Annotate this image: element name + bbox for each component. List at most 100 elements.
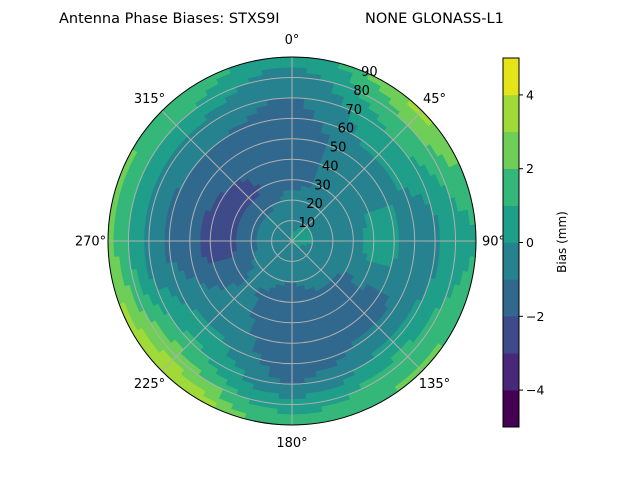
contour-cell	[287, 292, 292, 297]
contour-cell	[286, 307, 292, 312]
contour-cell	[292, 277, 296, 282]
contour-cell	[292, 394, 306, 400]
contour-cell	[419, 229, 425, 241]
contour-cell	[284, 149, 292, 154]
contour-cell	[284, 322, 292, 327]
contour-cell	[174, 241, 180, 251]
contour-cell	[348, 241, 353, 246]
contour-cell	[353, 241, 358, 247]
contour-cell	[292, 292, 297, 297]
contour-cell	[292, 139, 301, 144]
contour-cell	[277, 409, 292, 415]
contour-cell	[399, 241, 405, 251]
contour-cell	[389, 241, 394, 250]
contour-cell	[404, 231, 410, 241]
contour-cell	[292, 67, 307, 73]
theta-tick-label: 180°	[276, 436, 307, 451]
contour-cell	[174, 231, 180, 241]
contour-cell	[292, 338, 301, 343]
theta-tick-label: 45°	[423, 92, 446, 107]
contour-cell	[288, 200, 292, 205]
contour-cell	[292, 129, 302, 135]
contour-cell	[292, 180, 297, 185]
contour-cell	[220, 241, 225, 247]
contour-cell	[180, 231, 186, 241]
contour-cell	[286, 175, 292, 180]
contour-cell	[205, 233, 210, 241]
contour-cell	[292, 154, 300, 159]
contour-cell	[404, 241, 410, 251]
contour-cell	[424, 229, 430, 241]
contour-cell	[231, 236, 236, 241]
contour-cell	[284, 333, 292, 338]
contour-cell	[159, 229, 165, 241]
contour-cell	[358, 241, 363, 247]
contour-cell	[379, 233, 384, 241]
contour-cell	[292, 302, 298, 307]
colorbar: 420−2−4	[503, 58, 544, 427]
contour-cell	[460, 226, 466, 241]
chart-title: Antenna Phase Biases: STXS9I	[59, 11, 280, 27]
theta-tick-label: 270°	[75, 235, 106, 250]
contour-cell	[280, 373, 292, 379]
colorbar-segment	[503, 58, 519, 95]
contour-cell	[282, 123, 292, 129]
colorbar-segment	[503, 353, 519, 390]
contour-cell	[419, 241, 425, 253]
polar-grid	[108, 57, 476, 425]
contour-cell	[200, 233, 205, 241]
r-tick-label: 70	[345, 103, 362, 118]
contour-cell	[292, 389, 305, 395]
contour-cell	[384, 233, 389, 241]
contour-cell	[399, 231, 405, 241]
r-tick-label: 80	[353, 84, 370, 99]
contour-cell	[226, 235, 231, 241]
contour-cell	[358, 235, 363, 241]
theta-tick-label: 135°	[419, 377, 450, 392]
contour-cell	[226, 241, 231, 247]
contour-cell	[282, 353, 292, 359]
contour-cell	[363, 234, 368, 241]
contour-cell	[292, 88, 305, 94]
theta-tick-label: 90°	[482, 235, 505, 250]
contour-cell	[282, 185, 287, 191]
colorbar-segment	[503, 243, 519, 280]
contour-cell	[292, 287, 296, 292]
colorbar-segment	[503, 279, 519, 316]
contour-cell	[292, 83, 306, 89]
contour-cell	[118, 226, 124, 241]
contour-cell	[285, 164, 292, 169]
r-tick-label: 30	[314, 178, 331, 193]
contour-cell	[279, 88, 292, 94]
contour-cell	[287, 297, 292, 302]
contour-cell	[368, 241, 373, 248]
contour-cell	[343, 236, 348, 241]
contour-cell	[286, 302, 292, 307]
contour-cell	[333, 237, 338, 241]
contour-cell	[236, 245, 242, 250]
contour-cell	[286, 169, 292, 174]
contour-cell	[139, 241, 145, 254]
contour-cell	[389, 232, 394, 241]
colorbar-tick-label: 0	[526, 235, 534, 250]
contour-cell	[287, 185, 292, 190]
contour-cell	[292, 282, 296, 287]
contour-cell	[353, 235, 358, 241]
contour-cell	[287, 180, 292, 185]
contour-cell	[190, 241, 195, 250]
colorbar-segment	[503, 95, 519, 132]
contour-cell	[200, 241, 205, 249]
contour-cell	[292, 123, 302, 129]
contour-cell	[379, 241, 384, 249]
contour-cell	[440, 241, 446, 254]
contour-cell	[279, 389, 292, 395]
contour-cell	[445, 227, 451, 241]
contour-cell	[280, 368, 292, 374]
contour-cell	[134, 227, 140, 241]
contour-cell	[284, 154, 292, 159]
contour-cell	[283, 190, 288, 196]
contour-cell	[288, 195, 292, 200]
r-tick-label: 90	[361, 65, 378, 80]
chart-subtitle: NONE GLONASS-L1	[365, 11, 504, 27]
contour-cell	[348, 236, 353, 241]
